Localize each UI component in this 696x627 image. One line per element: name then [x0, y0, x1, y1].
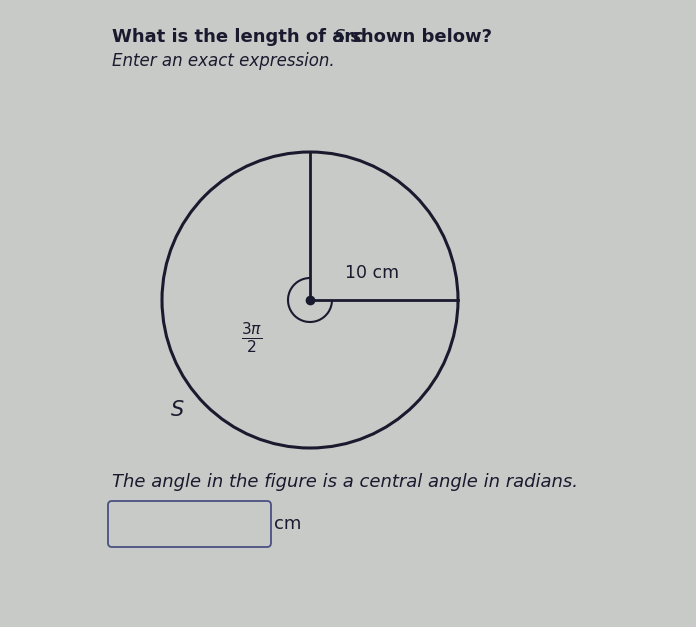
Text: shown below?: shown below? [344, 28, 492, 46]
Text: $\frac{3\pi}{2}$: $\frac{3\pi}{2}$ [242, 320, 262, 355]
Text: Enter an exact expression.: Enter an exact expression. [112, 52, 335, 70]
Text: S: S [334, 28, 345, 46]
Text: What is the length of arc: What is the length of arc [112, 28, 370, 46]
Text: $S$: $S$ [170, 399, 184, 419]
Text: cm: cm [274, 515, 301, 533]
Text: The angle in the figure is a central angle in radians.: The angle in the figure is a central ang… [112, 473, 578, 491]
Text: 10 cm: 10 cm [345, 264, 399, 282]
FancyBboxPatch shape [108, 501, 271, 547]
